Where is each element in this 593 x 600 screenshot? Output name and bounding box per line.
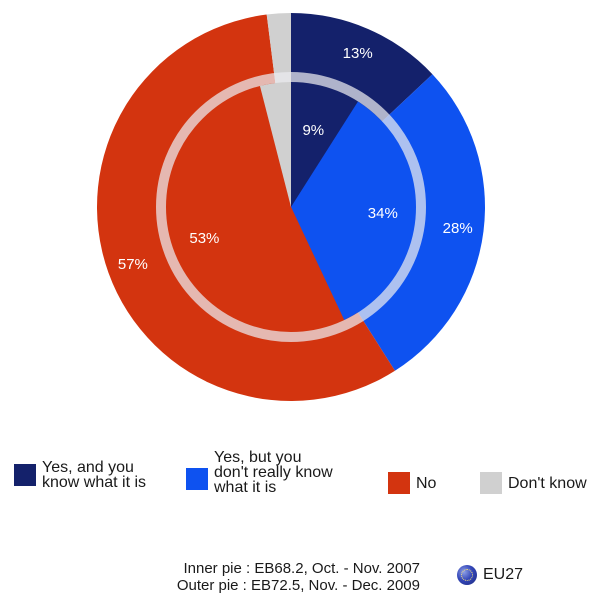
legend-swatch xyxy=(388,472,410,494)
outer-slice-label-2: 57% xyxy=(118,256,148,273)
legend-swatch xyxy=(186,467,208,490)
legend-label: Don't know xyxy=(508,474,587,492)
legend-label: Yes, and you know what it is xyxy=(42,459,147,491)
inner-pie-source: Inner pie : EB68.2, Oct. - Nov. 2007 xyxy=(183,560,420,577)
pie-chart: 13% 28% 57% 9% 34% 53% xyxy=(96,13,485,402)
inner-slice-label-1: 34% xyxy=(368,205,398,222)
inner-pie xyxy=(165,82,416,333)
outer-slice-label-0: 13% xyxy=(343,45,373,62)
inner-slice-1 xyxy=(291,101,416,321)
inner-slice-0 xyxy=(291,82,358,207)
inner-slice-label-0: 9% xyxy=(302,122,324,139)
region-label: EU27 xyxy=(483,566,524,583)
legend-label: Yes, but you don't really know what it i… xyxy=(214,449,333,496)
legend-item-no: No xyxy=(388,472,436,494)
inner-slice-3 xyxy=(259,82,291,207)
legend-label: No xyxy=(416,474,437,492)
legend-swatch xyxy=(480,472,502,494)
legend-swatch xyxy=(14,464,36,486)
slice-labels: 13% 28% 57% 9% 34% 53% xyxy=(118,45,473,273)
inner-slice-2 xyxy=(165,85,345,333)
outer-slice-label-1: 28% xyxy=(443,220,473,237)
legend-item-yes-dont-know: Yes, but you don't really know what it i… xyxy=(186,449,333,496)
legend: Yes, and you know what it is Yes, but yo… xyxy=(0,450,593,520)
eu-globe-icon xyxy=(457,565,477,585)
legend-item-yes-know: Yes, and you know what it is xyxy=(14,459,147,491)
ring-separator xyxy=(156,72,426,342)
outer-pie-source: Outer pie : EB72.5, Nov. - Dec. 2009 xyxy=(176,577,420,594)
inner-slice-label-2: 53% xyxy=(189,230,219,247)
region-indicator: EU27 xyxy=(457,565,523,585)
legend-item-dont-know: Don't know xyxy=(480,472,587,494)
source-footnote: Inner pie : EB68.2, Oct. - Nov. 2007 Out… xyxy=(0,560,420,594)
